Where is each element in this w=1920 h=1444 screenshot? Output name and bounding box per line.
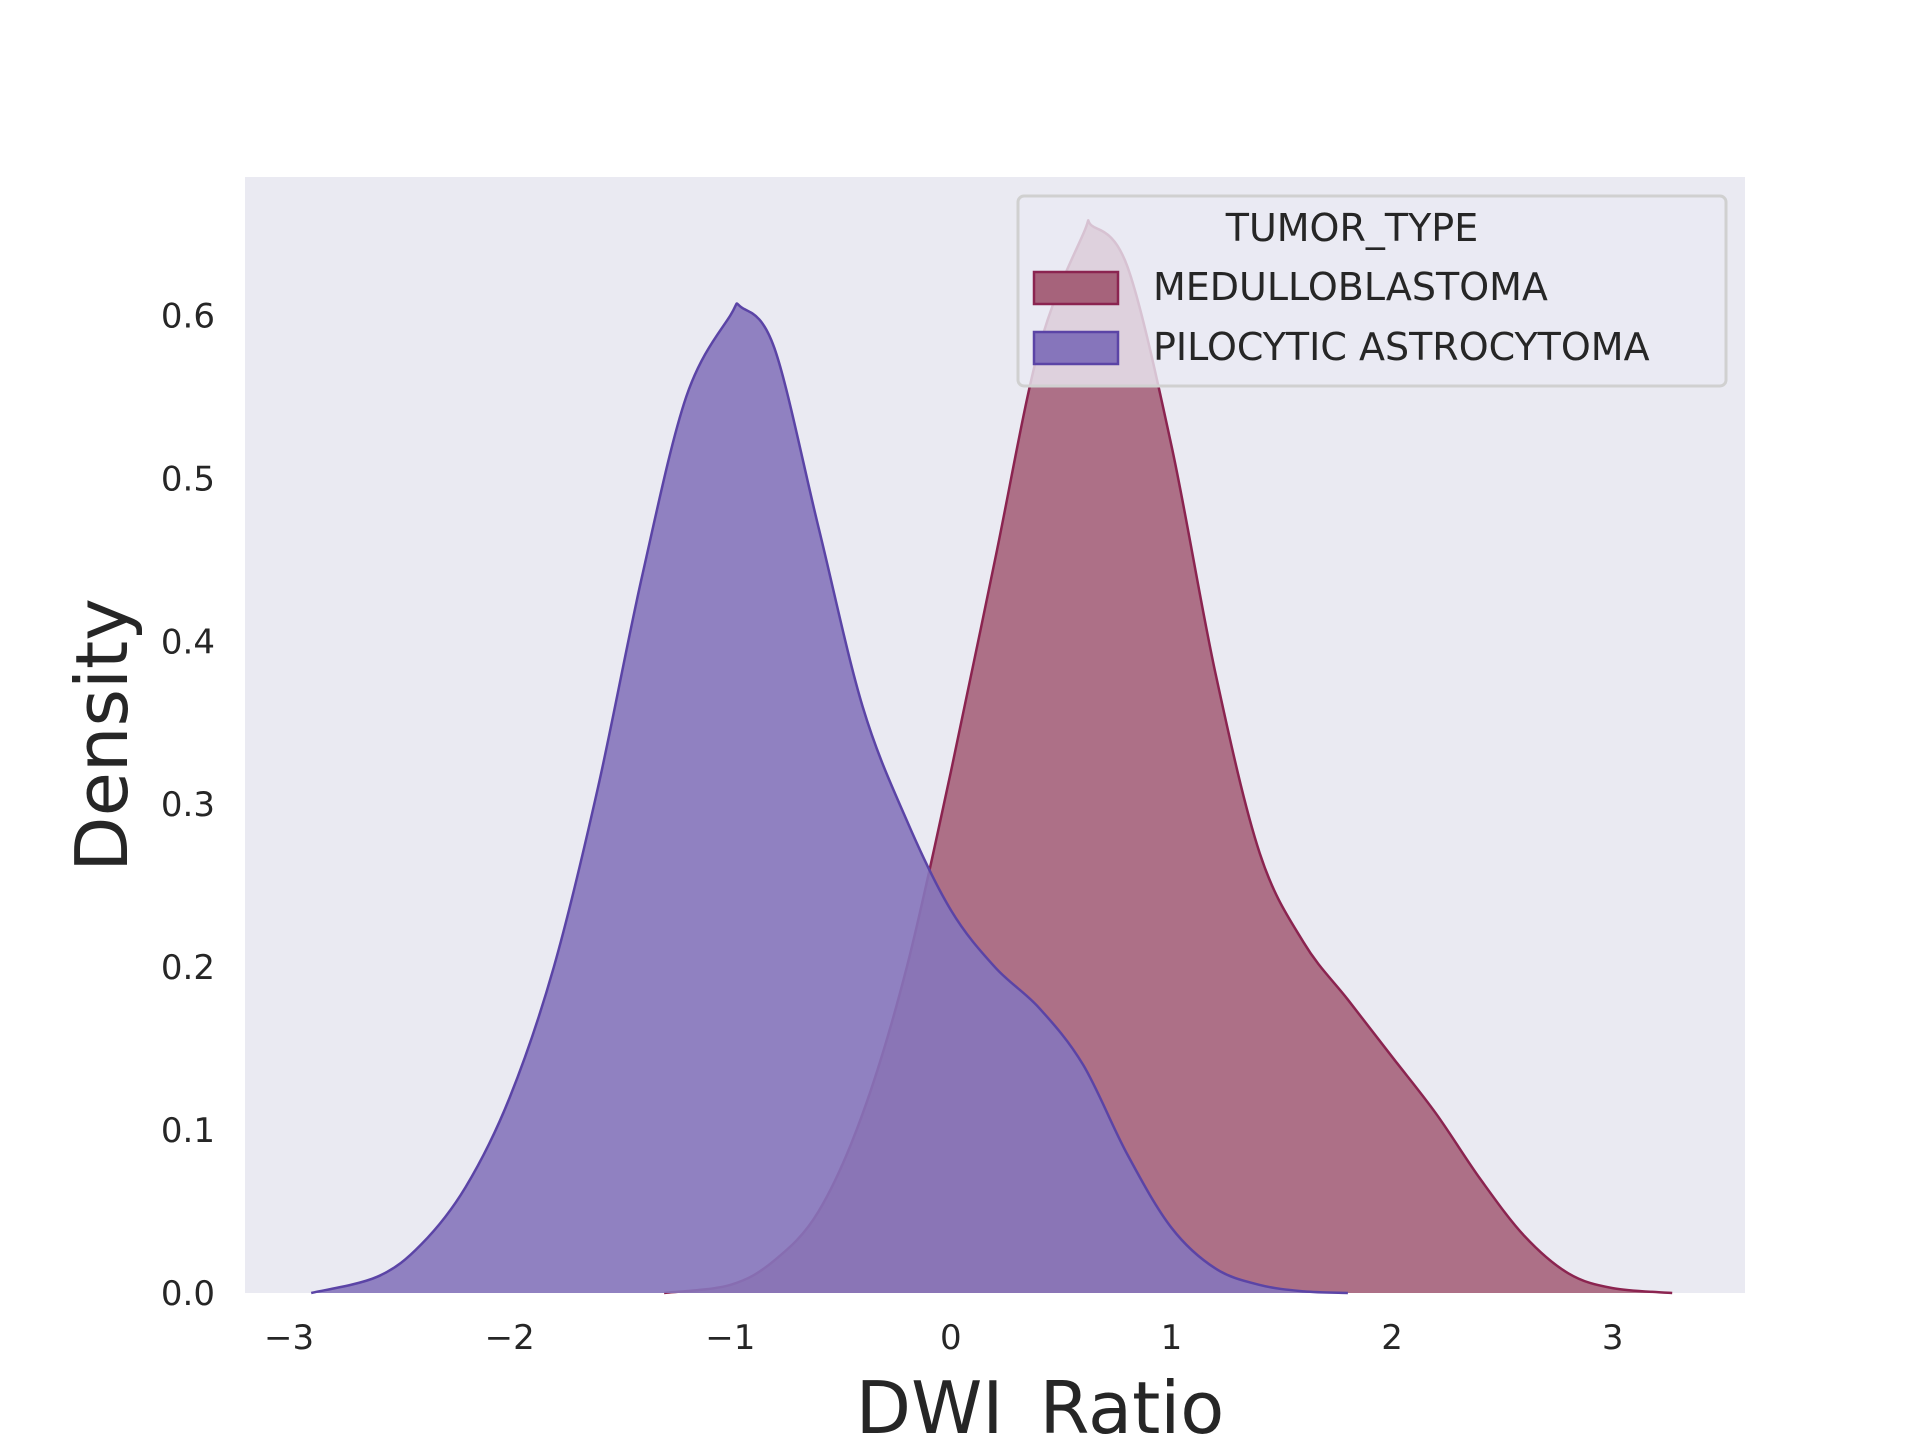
x-tick-label: 1 — [1161, 1318, 1183, 1358]
x-tick-label: 2 — [1381, 1318, 1403, 1358]
legend-entries: MEDULLOBLASTOMA PILOCYTIC ASTROCYTOMA — [1032, 265, 1650, 369]
legend-label: PILOCYTIC ASTROCYTOMA — [1153, 325, 1650, 369]
legend: TUMOR_TYPE MEDULLOBLASTOMA PILOCYTIC ASTR… — [1016, 194, 1728, 388]
y-tick-label: 0.3 — [161, 785, 215, 825]
y-tick-label: 0.2 — [161, 948, 215, 988]
series-line-pilocytic-astrocytoma — [310, 302, 1348, 1295]
y-axis-label: Density — [60, 598, 144, 872]
legend-swatch — [1032, 330, 1120, 366]
legend-title: TUMOR_TYPE — [1225, 206, 1478, 250]
y-tick-label: 0.1 — [161, 1111, 215, 1151]
x-axis-ticks: −3 −2 −1 0 1 2 3 — [264, 1318, 1623, 1358]
x-tick-label: −3 — [264, 1318, 314, 1358]
x-tick-label: −1 — [705, 1318, 755, 1358]
x-tick-label: 0 — [940, 1318, 962, 1358]
legend-box — [1016, 194, 1728, 388]
x-tick-label: −2 — [485, 1318, 535, 1358]
legend-swatch — [1032, 270, 1120, 306]
y-tick-label: 0.5 — [161, 459, 215, 499]
y-tick-label: 0.6 — [161, 296, 215, 336]
series-area-pilocytic-astrocytoma — [311, 303, 1348, 1293]
x-tick-label: 3 — [1602, 1318, 1624, 1358]
y-axis-ticks: 0.0 0.1 0.2 0.3 0.4 0.5 0.6 — [161, 296, 215, 1314]
y-tick-label: 0.4 — [161, 622, 215, 662]
y-tick-label: 0.0 — [161, 1274, 215, 1314]
legend-label: MEDULLOBLASTOMA — [1153, 265, 1548, 309]
x-axis-label: DWI_Ratio — [856, 1366, 1225, 1440]
